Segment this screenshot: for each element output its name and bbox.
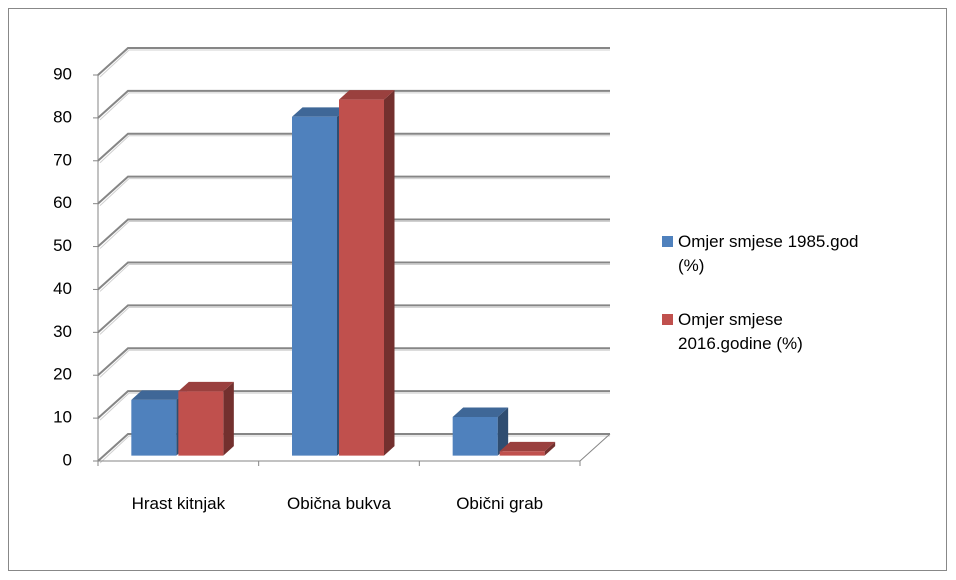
grid-line (97, 347, 610, 376)
floor-edge (579, 433, 611, 462)
x-tick-label: Obična bukva (287, 494, 391, 513)
grid-line-shadow (99, 349, 610, 378)
y-tick-label: 10 (53, 408, 72, 427)
grid-line-shadow (99, 92, 610, 121)
grid-line (97, 132, 610, 162)
legend-label: Omjer smjese 2016.godine (%) (678, 310, 803, 353)
grid-line-shadow (99, 49, 610, 78)
bar-top (292, 107, 348, 117)
bar-front (452, 417, 498, 456)
grid-line (97, 47, 610, 76)
legend-swatch (662, 236, 673, 247)
legend-swatch (662, 314, 673, 325)
grid-line-shadow (99, 263, 610, 292)
bar-front (178, 391, 224, 456)
grid-line-shadow (99, 221, 610, 249)
bar-top (178, 381, 234, 392)
grid-line-shadow (99, 392, 610, 421)
grid-line (97, 433, 610, 462)
bar-top (452, 407, 509, 417)
y-tick-label: 90 (53, 64, 72, 83)
bar (452, 407, 509, 456)
bar-front (339, 99, 384, 456)
bar-side (223, 381, 234, 456)
y-tick-label: 40 (53, 279, 72, 298)
grid-line (97, 175, 610, 205)
bar-side (384, 90, 395, 456)
y-tick-label: 70 (53, 150, 72, 169)
y-tick-label: 30 (53, 322, 72, 341)
bar-top (339, 90, 395, 100)
bar-front (499, 451, 545, 456)
bar (499, 441, 556, 456)
bar-front (131, 399, 177, 456)
grid-line-shadow (99, 306, 610, 335)
legend-label: Omjer smjese 1985.god (%) (678, 232, 859, 275)
y-tick-label: 60 (53, 193, 72, 212)
x-tick-label: Obični grab (456, 494, 544, 513)
grid-line-shadow (99, 135, 610, 164)
bar (339, 90, 395, 456)
chart-border (8, 8, 947, 571)
bar-top (131, 390, 187, 400)
bar (178, 381, 234, 456)
bar-side (497, 407, 509, 456)
grid-line-shadow (99, 435, 610, 464)
side-wall (98, 48, 128, 461)
grid-line (97, 89, 610, 119)
bar-front (292, 116, 337, 456)
y-tick-label: 80 (53, 107, 72, 126)
x-tick-label: Hrast kitnjak (131, 494, 226, 513)
y-tick-label: 0 (63, 450, 72, 469)
y-tick-label: 20 (53, 365, 72, 384)
bar-top (499, 441, 556, 452)
grid-line (97, 390, 610, 419)
bar-side (544, 441, 556, 456)
grid-line (97, 261, 610, 291)
grid-line (97, 304, 610, 334)
grid-line-shadow (99, 178, 610, 207)
y-tick-label: 50 (53, 236, 72, 255)
grid-line (97, 218, 610, 248)
